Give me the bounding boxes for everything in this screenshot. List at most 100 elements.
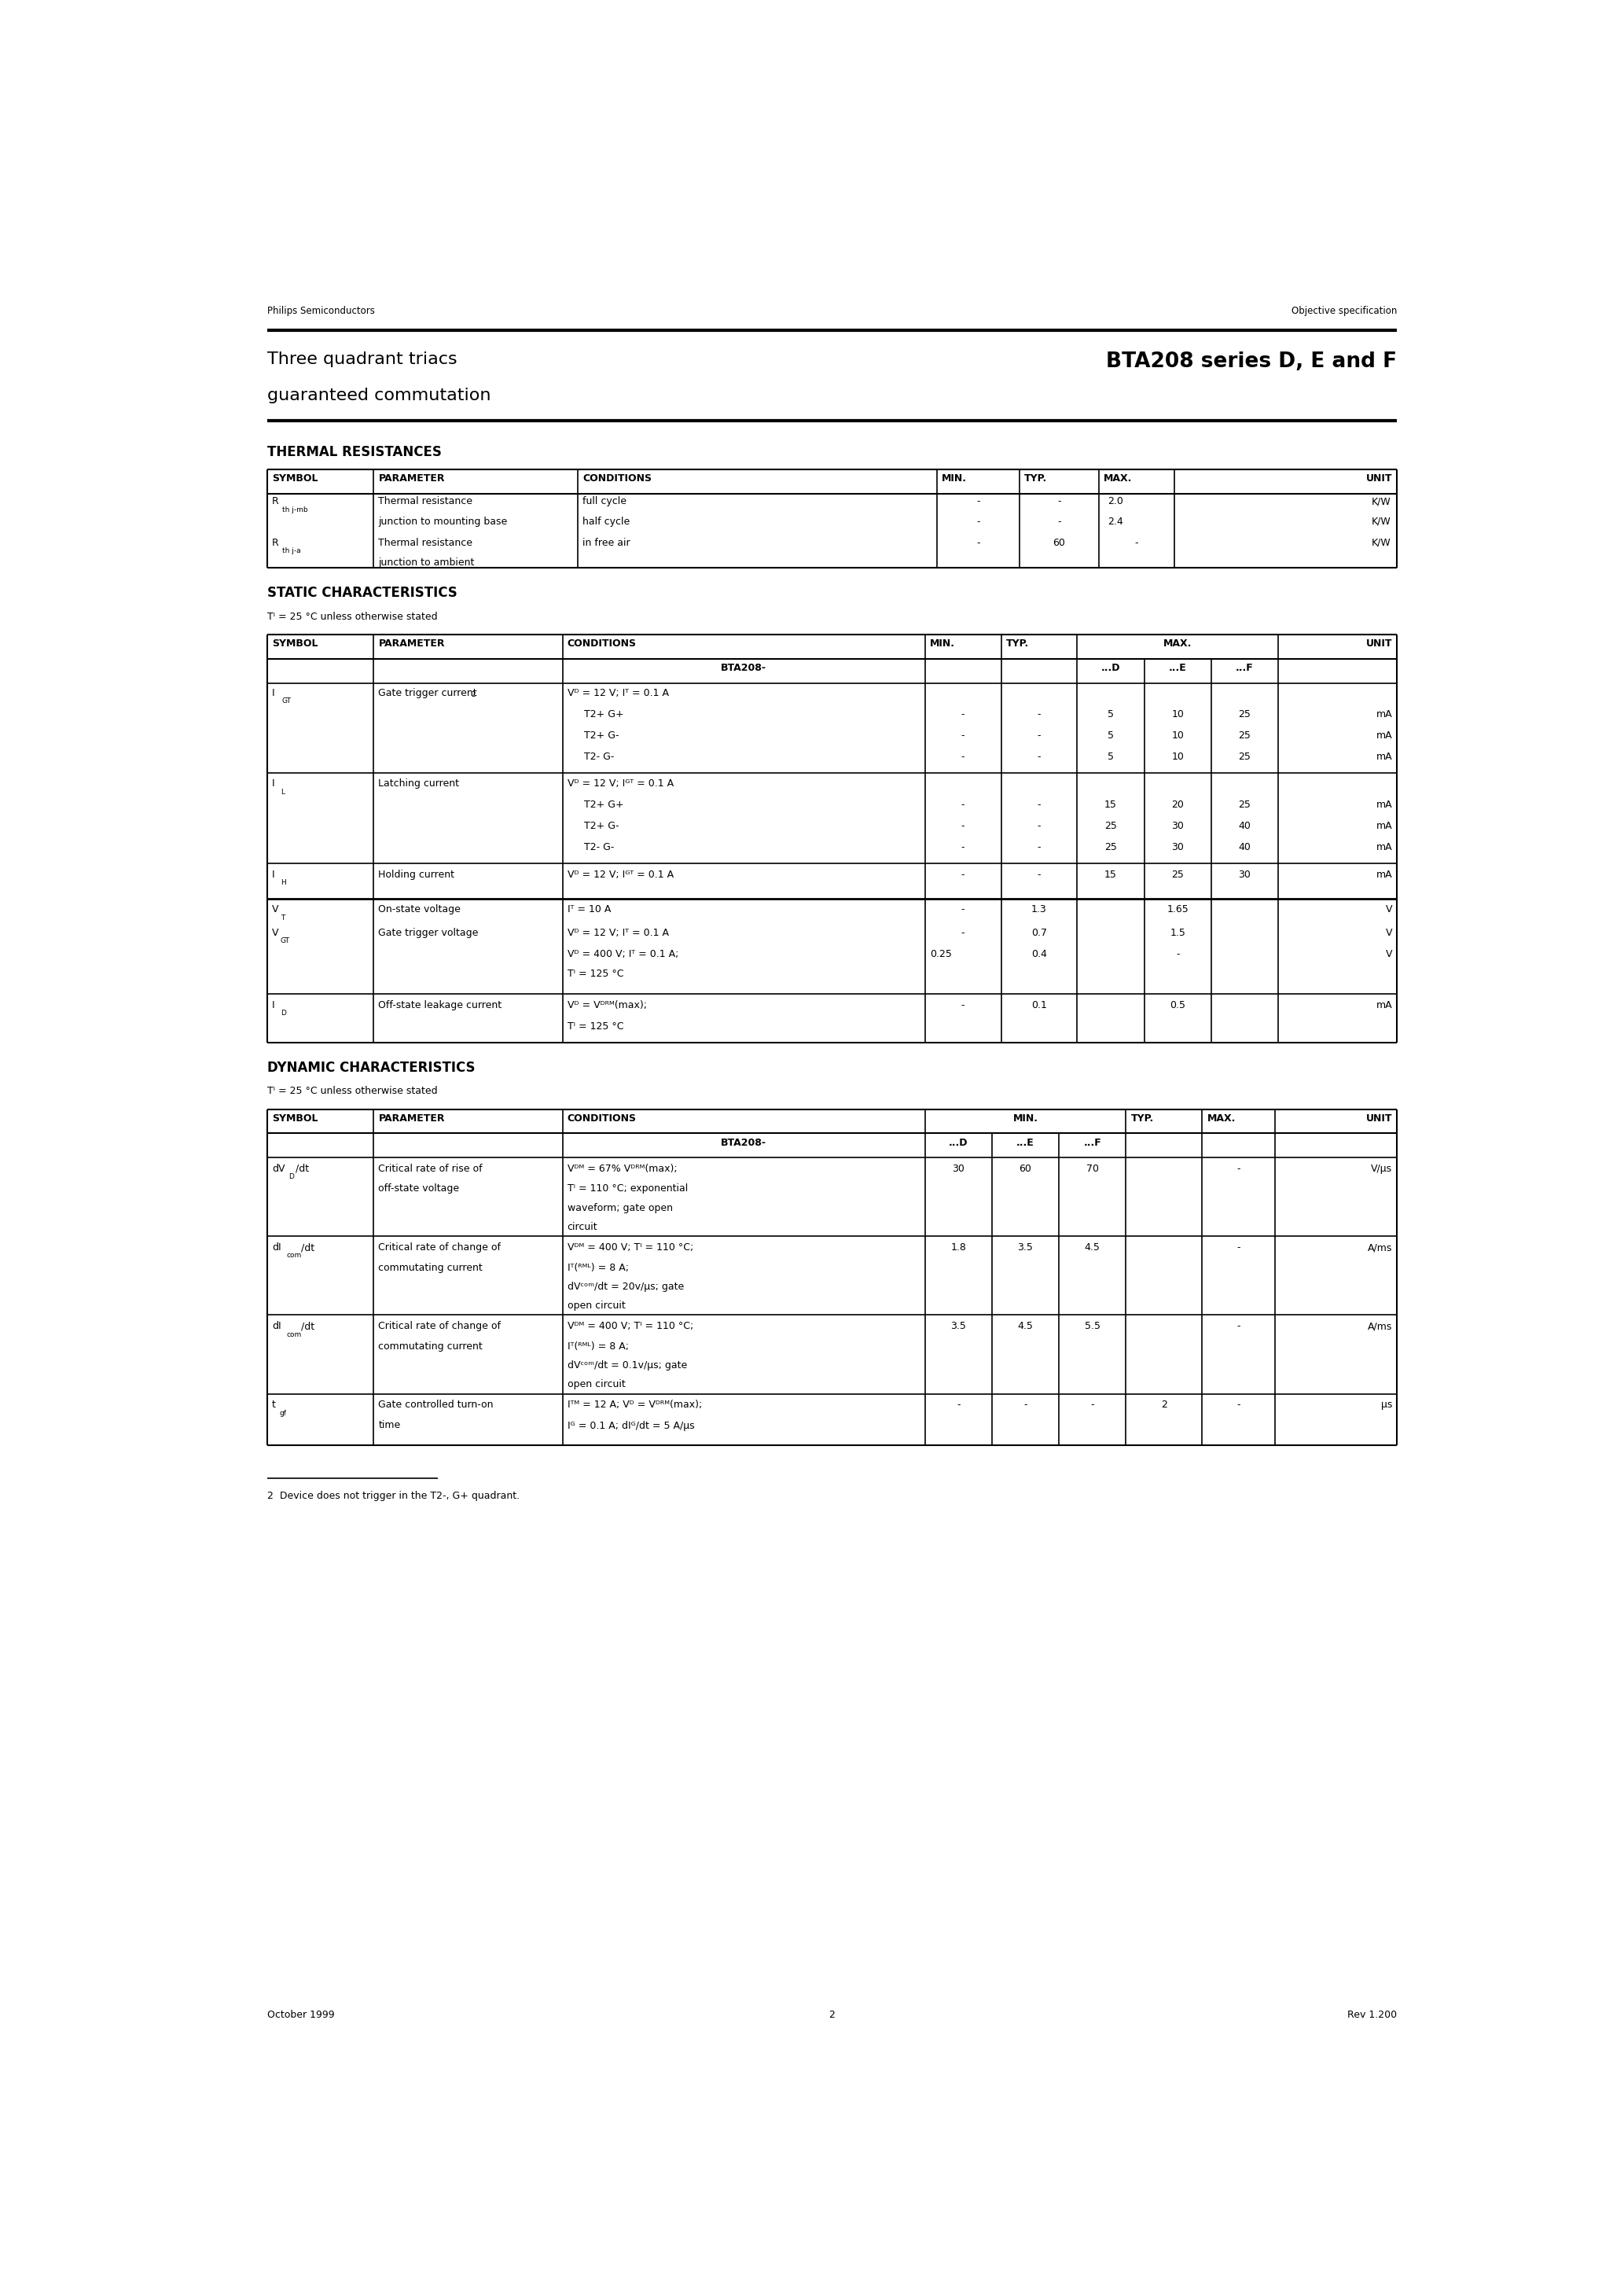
Text: L: L: [281, 788, 284, 794]
Text: junction to ambient: junction to ambient: [378, 558, 474, 567]
Text: MIN.: MIN.: [1013, 1114, 1038, 1123]
Text: waveform; gate open: waveform; gate open: [567, 1203, 672, 1212]
Text: open circuit: open circuit: [567, 1380, 625, 1389]
Text: Critical rate of rise of: Critical rate of rise of: [378, 1164, 482, 1173]
Text: 70: 70: [1086, 1164, 1099, 1173]
Text: Vᴰᴹ = 400 V; Tⁱ = 110 °C;: Vᴰᴹ = 400 V; Tⁱ = 110 °C;: [567, 1242, 693, 1254]
Text: mA: mA: [1376, 709, 1392, 719]
Text: -: -: [1135, 537, 1138, 549]
Text: MIN.: MIN.: [942, 473, 968, 484]
Text: T2+ G-: T2+ G-: [583, 730, 619, 739]
Text: 0.1: 0.1: [1031, 1001, 1047, 1010]
Text: Vᴰ = 12 V; Iᵀ = 0.1 A: Vᴰ = 12 V; Iᵀ = 0.1 A: [567, 689, 669, 698]
Text: dI: dI: [271, 1320, 281, 1332]
Text: V: V: [1385, 905, 1392, 914]
Text: dI: dI: [271, 1242, 281, 1254]
Text: guaranteed commutation: guaranteed commutation: [266, 388, 490, 404]
Text: Philips Semiconductors: Philips Semiconductors: [266, 305, 375, 317]
Text: Critical rate of change of: Critical rate of change of: [378, 1242, 502, 1254]
Text: ...F: ...F: [1083, 1139, 1101, 1148]
Text: 25: 25: [1171, 870, 1184, 879]
Text: Iᵀ(ᴿᴹᴸ) = 8 A;: Iᵀ(ᴿᴹᴸ) = 8 A;: [567, 1341, 628, 1352]
Text: t: t: [271, 1401, 276, 1410]
Text: Tⁱ = 25 °C unless otherwise stated: Tⁱ = 25 °C unless otherwise stated: [266, 1086, 437, 1097]
Text: -: -: [1038, 799, 1041, 810]
Text: 30: 30: [952, 1164, 965, 1173]
Text: BTA208 series D, E and F: BTA208 series D, E and F: [1106, 351, 1397, 372]
Text: 25: 25: [1239, 709, 1250, 719]
Text: 60: 60: [1020, 1164, 1031, 1173]
Text: 2  Device does not trigger in the T2-, G+ quadrant.: 2 Device does not trigger in the T2-, G+…: [266, 1490, 520, 1502]
Text: 2.4: 2.4: [1108, 517, 1124, 526]
Text: MAX.: MAX.: [1163, 638, 1192, 650]
Text: -: -: [961, 709, 965, 719]
Text: 20: 20: [1171, 799, 1184, 810]
Text: dV: dV: [271, 1164, 284, 1173]
Text: com: com: [286, 1332, 302, 1339]
Text: V/μs: V/μs: [1371, 1164, 1392, 1173]
Text: -: -: [961, 730, 965, 739]
Text: -: -: [1237, 1401, 1241, 1410]
Text: 2: 2: [471, 691, 476, 698]
Text: -: -: [1038, 870, 1041, 879]
Text: ...D: ...D: [1101, 664, 1121, 673]
Text: R: R: [271, 496, 279, 507]
Text: -: -: [976, 517, 979, 526]
Text: mA: mA: [1376, 822, 1392, 831]
Text: DYNAMIC CHARACTERISTICS: DYNAMIC CHARACTERISTICS: [266, 1061, 474, 1075]
Text: Iᵀ(ᴿᴹᴸ) = 8 A;: Iᵀ(ᴿᴹᴸ) = 8 A;: [567, 1263, 628, 1272]
Text: On-state voltage: On-state voltage: [378, 905, 461, 914]
Text: D: D: [281, 1010, 286, 1017]
Text: UNIT: UNIT: [1366, 473, 1392, 484]
Text: junction to mounting base: junction to mounting base: [378, 517, 508, 526]
Text: GT: GT: [281, 698, 291, 705]
Text: /dt: /dt: [296, 1164, 309, 1173]
Text: 1.65: 1.65: [1166, 905, 1189, 914]
Text: Holding current: Holding current: [378, 870, 455, 879]
Text: GT: GT: [281, 937, 289, 944]
Text: -: -: [961, 843, 965, 852]
Text: 40: 40: [1239, 822, 1250, 831]
Text: CONDITIONS: CONDITIONS: [567, 638, 637, 650]
Text: Vᴰᴹ = 67% Vᴰᴿᴹ(max);: Vᴰᴹ = 67% Vᴰᴿᴹ(max);: [567, 1164, 677, 1173]
Text: 5: 5: [1108, 751, 1114, 762]
Text: -: -: [1038, 730, 1041, 739]
Text: October 1999: October 1999: [266, 2009, 335, 2020]
Text: mA: mA: [1376, 799, 1392, 810]
Text: 4.5: 4.5: [1085, 1242, 1099, 1254]
Text: -: -: [961, 870, 965, 879]
Text: SYMBOL: SYMBOL: [271, 1114, 318, 1123]
Text: 1.5: 1.5: [1169, 928, 1186, 937]
Text: 3.5: 3.5: [1018, 1242, 1033, 1254]
Text: time: time: [378, 1419, 401, 1430]
Text: -: -: [1237, 1164, 1241, 1173]
Text: -: -: [961, 751, 965, 762]
Text: dVᶜᵒᵐ/dt = 0.1v/μs; gate: dVᶜᵒᵐ/dt = 0.1v/μs; gate: [567, 1362, 687, 1371]
Text: I: I: [271, 1001, 274, 1010]
Text: 25: 25: [1239, 730, 1250, 739]
Text: commutating current: commutating current: [378, 1341, 482, 1352]
Text: Gate trigger voltage: Gate trigger voltage: [378, 928, 479, 937]
Text: Vᴰ = 12 V; Iᴳᵀ = 0.1 A: Vᴰ = 12 V; Iᴳᵀ = 0.1 A: [567, 870, 674, 879]
Text: T2- G-: T2- G-: [583, 751, 614, 762]
Text: 60: 60: [1052, 537, 1065, 549]
Text: Iᵀ = 10 A: Iᵀ = 10 A: [567, 905, 611, 914]
Text: -: -: [1237, 1320, 1241, 1332]
Text: STATIC CHARACTERISTICS: STATIC CHARACTERISTICS: [266, 585, 456, 599]
Text: CONDITIONS: CONDITIONS: [583, 473, 651, 484]
Text: Vᴰ = 400 V; Iᵀ = 0.1 A;: Vᴰ = 400 V; Iᵀ = 0.1 A;: [567, 948, 679, 960]
Text: -: -: [961, 822, 965, 831]
Text: K/W: K/W: [1372, 537, 1390, 549]
Text: I: I: [271, 689, 274, 698]
Text: Tⁱ = 110 °C; exponential: Tⁱ = 110 °C; exponential: [567, 1185, 687, 1194]
Text: Thermal resistance: Thermal resistance: [378, 537, 473, 549]
Text: SYMBOL: SYMBOL: [271, 473, 318, 484]
Text: PARAMETER: PARAMETER: [378, 638, 445, 650]
Text: 30: 30: [1239, 870, 1250, 879]
Text: 3.5: 3.5: [950, 1320, 966, 1332]
Text: PARAMETER: PARAMETER: [378, 473, 445, 484]
Text: T: T: [281, 914, 284, 921]
Text: Latching current: Latching current: [378, 778, 460, 790]
Text: -: -: [1057, 517, 1060, 526]
Text: -: -: [1038, 822, 1041, 831]
